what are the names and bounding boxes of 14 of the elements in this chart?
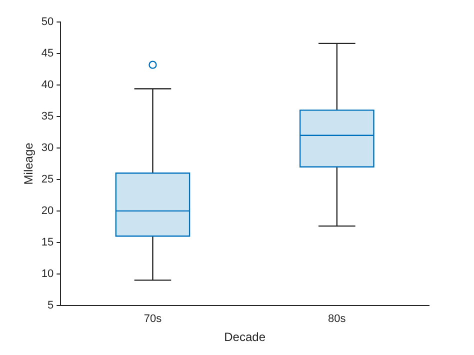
y-axis-title: Mileage xyxy=(22,142,36,185)
y-tick-label: 50 xyxy=(41,16,54,28)
y-tick-label: 5 xyxy=(48,299,54,312)
y-tick-label: 30 xyxy=(41,142,54,154)
y-tick-label: 40 xyxy=(41,79,54,92)
y-tick-label: 15 xyxy=(41,236,54,248)
x-tick-label: 80s xyxy=(328,313,346,326)
y-tick-label: 10 xyxy=(41,268,54,280)
y-tick-label: 20 xyxy=(41,204,54,217)
y-tick-label: 25 xyxy=(41,173,54,186)
y-tick-label: 45 xyxy=(41,48,54,60)
x-axis-title: Decade xyxy=(224,330,266,344)
y-tick-label: 35 xyxy=(41,110,54,122)
x-tick-label: 70s xyxy=(144,313,162,326)
